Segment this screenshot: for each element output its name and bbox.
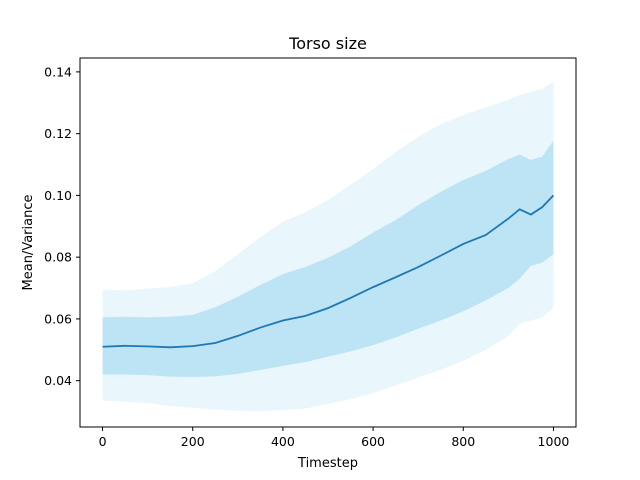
x-tick-label: 0 — [99, 434, 107, 449]
y-tick-label: 0.12 — [44, 126, 72, 141]
lines-group — [102, 194, 555, 349]
y-tick-label: 0.08 — [44, 250, 72, 265]
y-tick-label: 0.10 — [44, 188, 72, 203]
x-tick-label: 1000 — [538, 434, 570, 449]
plot-frame — [79, 57, 577, 428]
x-axis-label: Timestep — [297, 456, 358, 471]
y-tick-label: 0.06 — [44, 311, 72, 326]
mean-line — [102, 194, 555, 349]
x-tick-label: 400 — [271, 434, 295, 449]
x-ticks: 0 200 400 600 800 1000 — [99, 427, 570, 449]
x-tick-label: 800 — [451, 434, 475, 449]
y-tick-label: 0.14 — [44, 64, 72, 79]
chart-title: Torso size — [288, 34, 367, 53]
bands-group — [102, 81, 554, 411]
y-axis-label: Mean/Variance — [21, 195, 36, 291]
x-tick-label: 600 — [361, 434, 385, 449]
outer-band — [102, 81, 554, 411]
x-tick-label: 200 — [181, 434, 205, 449]
inner-band — [102, 140, 554, 377]
y-ticks: 0.04 0.06 0.08 0.10 0.12 0.14 — [44, 64, 80, 388]
y-tick-label: 0.04 — [44, 373, 72, 388]
